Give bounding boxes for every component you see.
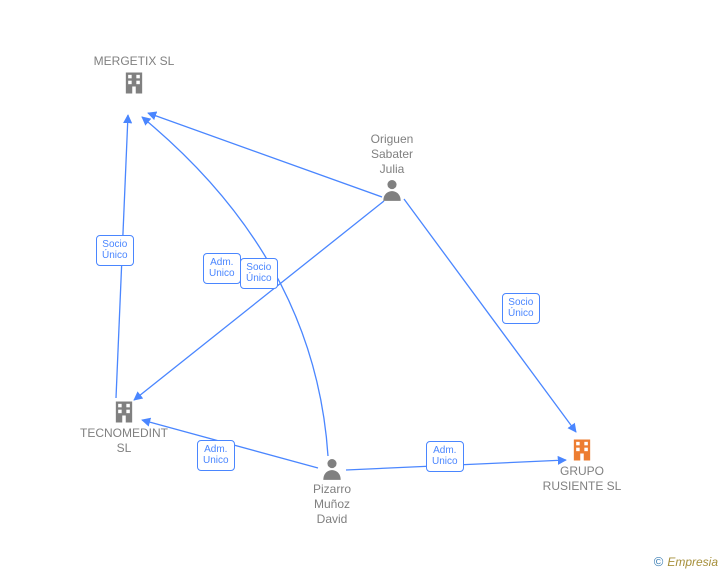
node-label: Origuen Sabater Julia (352, 132, 432, 177)
watermark: © Empresia (654, 554, 718, 569)
node-label: MERGETIX SL (79, 54, 189, 69)
node-label: TECNOMEDINT SL (69, 426, 179, 456)
node-grupo: GRUPO RUSIENTE SL (527, 436, 637, 494)
edge-label: Adm. Unico (203, 253, 241, 284)
edge-label: Socio Único (96, 235, 134, 266)
edge-label: Socio Único (240, 258, 278, 289)
person-icon (319, 456, 345, 482)
edge-origuen-tecnomedint (134, 201, 384, 400)
edge-origuen-mergetix (148, 113, 382, 197)
node-mergetix: MERGETIX SL (79, 54, 189, 97)
node-pizarro: Pizarro Muñoz David (297, 456, 367, 527)
building-icon (568, 436, 596, 464)
copyright-icon: © (654, 554, 664, 569)
edge-label: Adm. Unico (197, 440, 235, 471)
building-icon (110, 398, 138, 426)
building-icon (120, 69, 148, 97)
watermark-text: Empresia (667, 555, 718, 569)
edge-label: Adm. Unico (426, 441, 464, 472)
node-label: Pizarro Muñoz David (297, 482, 367, 527)
edge-label: Socio Único (502, 293, 540, 324)
edge-origuen-grupo (404, 199, 576, 432)
node-label: GRUPO RUSIENTE SL (527, 464, 637, 494)
person-icon (379, 177, 405, 203)
network-diagram: MERGETIX SL Origuen Sabater Julia TECNOM… (0, 0, 728, 575)
node-origuen: Origuen Sabater Julia (352, 132, 432, 203)
node-tecnomedint: TECNOMEDINT SL (69, 398, 179, 456)
